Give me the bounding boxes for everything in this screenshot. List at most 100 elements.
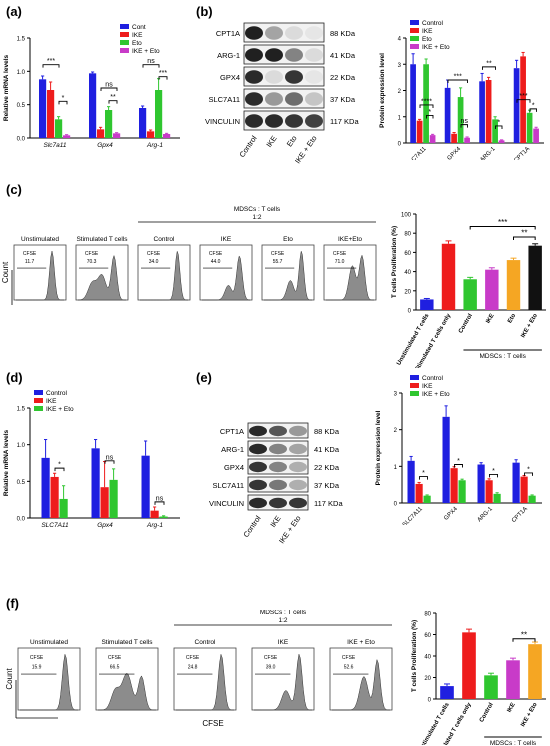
y-tick-label: 80 <box>424 612 431 618</box>
bar <box>113 133 121 138</box>
histogram-title: IKE <box>221 236 232 243</box>
y-tick-label: 3 <box>394 392 398 398</box>
y-axis-label: T cells Proliferation (%) <box>391 226 398 298</box>
histogram-frame <box>137 244 191 301</box>
x-tick-label: ARG-1 <box>479 146 497 160</box>
blot-lane-label: Control <box>237 134 258 159</box>
legend-label: IKE <box>46 398 57 405</box>
histogram-frame <box>13 244 67 301</box>
legend-label: IKE + Eto <box>422 44 450 51</box>
histogram-title: Unstimulated <box>21 236 59 243</box>
blot-band <box>245 92 263 106</box>
chart-d: 0.0 0.5 1.0 1.5 Relative mRNA levels SLC7A11 G… <box>3 390 180 529</box>
significance-bracket <box>447 79 468 83</box>
blot-band <box>249 497 267 509</box>
significance-label: * <box>527 466 530 473</box>
legend-swatch <box>410 28 419 33</box>
blot-band <box>269 425 287 437</box>
legend-swatch <box>410 391 419 396</box>
significance-bracket <box>454 464 463 468</box>
legend-swatch <box>120 32 129 37</box>
group-label: MDSCs : T cells <box>490 740 537 745</box>
blot-kda-label: 41 KDa <box>314 445 340 454</box>
blot-protein-label: GPX4 <box>220 73 240 82</box>
significance-label: * <box>532 102 535 109</box>
legend-label: Control <box>422 375 444 382</box>
blot-kda-label: 41 KDa <box>330 51 356 60</box>
significance-bracket <box>54 467 65 472</box>
x-tick-label: ARG-1 <box>477 506 495 524</box>
blot-band <box>265 48 283 62</box>
bar <box>159 516 168 518</box>
bar <box>141 455 150 518</box>
flow-histograms-c: Unstimulated CFSE 11.7 Stimulated T cells CF… <box>1 206 377 305</box>
significance-label: * <box>457 458 460 465</box>
bar <box>109 479 118 518</box>
blot-band <box>285 70 303 84</box>
gate-label: CFSE <box>271 251 285 257</box>
gate-value: 55.7 <box>273 259 283 265</box>
gate-label: CFSE <box>108 655 122 661</box>
bar <box>416 120 423 143</box>
significance-label: **** <box>421 98 432 105</box>
legend-label: Control <box>46 390 68 397</box>
blot-band <box>289 461 307 473</box>
significance-bracket <box>426 114 434 119</box>
gate-value: 71.0 <box>335 259 345 265</box>
bar <box>105 110 113 138</box>
significance-bracket <box>482 66 496 70</box>
gate-label: CFSE <box>186 655 200 661</box>
significance-label: ns <box>106 454 114 461</box>
gate-value: 70.3 <box>87 259 97 265</box>
flow-y-label: Count <box>5 668 14 690</box>
bar <box>423 64 429 143</box>
bar <box>150 510 159 518</box>
histogram-title: Control <box>195 639 217 646</box>
bar <box>429 135 436 143</box>
bar <box>47 90 55 138</box>
group-label: MDSCs : T cells <box>479 353 526 360</box>
flow-group-ratio: 1:2 <box>252 214 261 221</box>
y-tick-label: 1.0 <box>17 70 26 76</box>
histogram-title: Eto <box>283 236 293 243</box>
blot-strip <box>243 110 325 131</box>
significance-bracket <box>513 236 536 241</box>
histogram-curve <box>254 654 313 711</box>
x-tick-label: GPX4 <box>447 146 463 160</box>
bar <box>477 464 485 503</box>
gate-label: CFSE <box>333 251 347 257</box>
bar <box>464 137 470 143</box>
y-tick-label: 20 <box>424 676 431 682</box>
significance-label: ns <box>461 118 469 125</box>
significance-bracket <box>495 125 503 129</box>
significance-label: * <box>492 468 495 475</box>
histogram-curve <box>140 251 189 301</box>
blot-kda-label: 37 KDa <box>330 95 356 104</box>
significance-label: * <box>62 95 65 102</box>
blot-kda-label: 88 KDa <box>314 427 340 436</box>
y-tick-label: 2 <box>394 428 398 434</box>
blot-protein-label: SLC7A11 <box>208 95 240 104</box>
blot-band <box>285 114 303 128</box>
bar <box>450 468 458 503</box>
blot-lane-label: IKE <box>268 514 282 529</box>
flow-x-label: CFSE <box>202 719 223 728</box>
histogram-title: IKE <box>278 639 289 646</box>
y-tick-label: 1.5 <box>17 37 26 43</box>
significance-label: ns <box>105 82 113 89</box>
blot-band <box>305 70 323 84</box>
x-tick-label: Stimulated T cells only <box>435 701 473 745</box>
histogram-title: Stimulated T cells <box>101 639 153 646</box>
x-tick-label: SLC7A11 <box>41 522 69 529</box>
blot-band <box>285 26 303 40</box>
significance-bracket <box>158 76 168 80</box>
x-tick-label: Control <box>458 313 474 335</box>
y-tick-label: 0 <box>408 309 412 315</box>
blot-kda-label: 117 KDa <box>314 499 343 508</box>
bar <box>451 133 457 143</box>
panel-label-c: (c) <box>6 182 22 197</box>
y-tick-label: 20 <box>404 289 411 295</box>
legend-swatch <box>410 383 419 388</box>
y-tick-label: 40 <box>424 655 431 661</box>
